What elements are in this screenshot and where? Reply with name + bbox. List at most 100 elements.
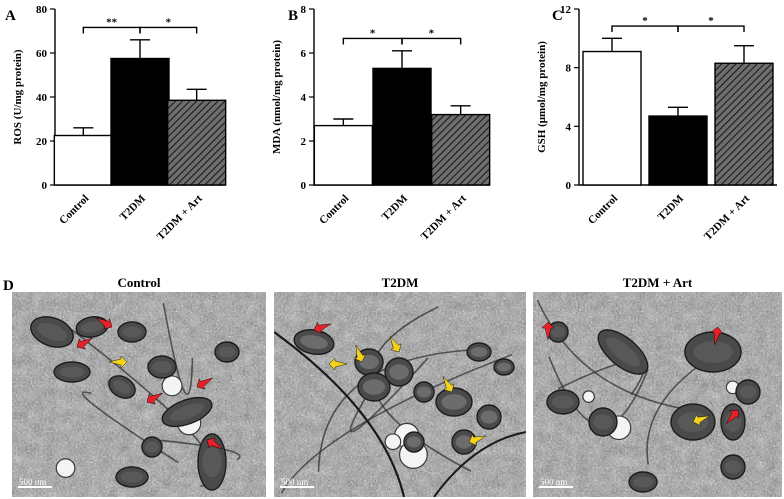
significance-label: * [708, 15, 714, 27]
x-tick-label: Control [586, 193, 620, 227]
micrograph-title: T2DM + Art [623, 275, 693, 290]
mitochondrion-matrix [633, 476, 653, 488]
significance-label: * [166, 16, 172, 28]
chart-panel-a: A 0 20 40 60 80 ROS (U/mg protein) Control T2DM T… [5, 4, 227, 243]
mitochondrion-matrix [389, 364, 409, 380]
red-arrow [76, 337, 93, 350]
mitochondrion-matrix [606, 337, 640, 367]
yellow-arrow [389, 336, 402, 353]
mitochondrion-matrix [37, 323, 67, 341]
mitochondrion-matrix [593, 414, 613, 430]
bar-t2dm-art [166, 99, 227, 186]
chart-panel-c: C 0 4 8 12 GSH (μmol/mg protein) Control T2DM T2… [536, 4, 777, 243]
mitochondrion-matrix [551, 395, 575, 409]
yellow-arrow [468, 433, 487, 446]
mitochondrion-matrix [145, 441, 159, 453]
micrograph-title: Control [117, 275, 160, 290]
mitochondrion-matrix [551, 326, 565, 338]
chart-panel-b: B 0 2 4 6 8 MDA (nmol/mg protein) Control T2DM T2… [271, 4, 491, 243]
membrane [317, 349, 467, 472]
mitochondrion-matrix [470, 347, 488, 357]
micrograph-t2dm-art: 500 nm [533, 292, 782, 497]
membrane [154, 439, 241, 461]
y-tick-label: 8 [566, 63, 572, 75]
mitochondrion-matrix [122, 326, 142, 338]
red-arrow [710, 326, 724, 345]
y-tick-label: 0 [566, 180, 572, 192]
yellow-arrow [328, 357, 348, 371]
y-tick-label: 60 [36, 48, 48, 60]
red-arrow [196, 377, 213, 390]
red-arrow [726, 409, 739, 424]
micrograph-panels: D 500 nm Control 500 nm T2DM 500 nm T2DM + Art [3, 275, 782, 497]
y-tick-label: 40 [36, 92, 48, 104]
x-tick-label: T2DM + Art [155, 192, 205, 242]
mitochondrion-matrix [417, 386, 431, 398]
micrograph-title: T2DM [382, 275, 419, 290]
mitochondrion-matrix [693, 341, 733, 363]
red-arrow [313, 321, 332, 334]
significance-label: * [642, 15, 648, 27]
significance-label: ** [106, 16, 118, 28]
mitochondrion-matrix [359, 354, 379, 370]
panel-letter: D [3, 278, 14, 294]
y-tick-label: 0 [301, 180, 307, 192]
bar-t2dm-art [430, 113, 491, 186]
y-tick-label: 4 [301, 92, 307, 104]
mitochondrion-matrix [407, 436, 421, 448]
y-tick-label: 20 [36, 136, 48, 148]
significance-bracket [401, 37, 462, 45]
x-tick-label: Control [57, 193, 91, 227]
y-tick-label: 4 [566, 121, 572, 133]
x-tick-label: T2DM [380, 192, 411, 223]
mitochondrion-matrix [739, 385, 757, 399]
mitochondrion-matrix [441, 394, 467, 410]
y-axis-label: ROS (U/mg protein) [12, 49, 24, 144]
membrane [536, 299, 691, 411]
significance-label: * [370, 27, 376, 39]
mitochondrion-matrix [300, 335, 328, 349]
vacuole [161, 375, 183, 397]
panel-letter: C [552, 8, 563, 24]
membrane [162, 302, 194, 395]
mitochondrion-matrix [120, 471, 144, 483]
nuclear-envelope [274, 331, 406, 497]
bar-t2dm [648, 115, 708, 186]
yellow-arrow [442, 376, 455, 393]
bar-control [582, 50, 642, 186]
y-tick-label: 0 [42, 180, 48, 192]
scale-bar-label: 500 nm [281, 477, 308, 487]
mitochondrion-matrix [152, 360, 172, 374]
red-arrow [96, 317, 113, 330]
x-tick-label: T2DM + Art [702, 192, 752, 242]
mitochondrion-matrix [218, 346, 236, 358]
yellow-arrow [692, 413, 711, 426]
vacuole [582, 390, 596, 403]
mitochondrion-matrix [169, 403, 205, 421]
panel-letter: A [5, 8, 16, 24]
scale-bar-label: 500 nm [540, 477, 567, 487]
y-tick-label: 6 [301, 48, 307, 60]
micrograph-t2dm: 500 nm [274, 292, 526, 497]
vacuole [384, 433, 402, 451]
mitochondrion-matrix [113, 380, 131, 394]
yellow-arrow [353, 344, 366, 363]
vacuole [55, 458, 76, 478]
x-tick-label: T2DM + Art [419, 192, 469, 242]
red-arrow [206, 437, 223, 450]
bar-t2dm-art [714, 62, 774, 186]
bar-control [53, 134, 114, 186]
significance-label: * [429, 27, 435, 39]
mitochondrion-matrix [362, 379, 386, 395]
x-tick-label: T2DM [656, 192, 687, 223]
bar-t2dm [110, 57, 170, 186]
mitochondrion-matrix [480, 410, 498, 424]
mitochondrion-matrix [724, 460, 742, 474]
mitochondrion-matrix [80, 321, 104, 333]
mitochondrion-matrix [455, 435, 473, 449]
membrane [280, 353, 513, 494]
bar-control [313, 124, 374, 186]
yellow-arrow [108, 355, 128, 369]
